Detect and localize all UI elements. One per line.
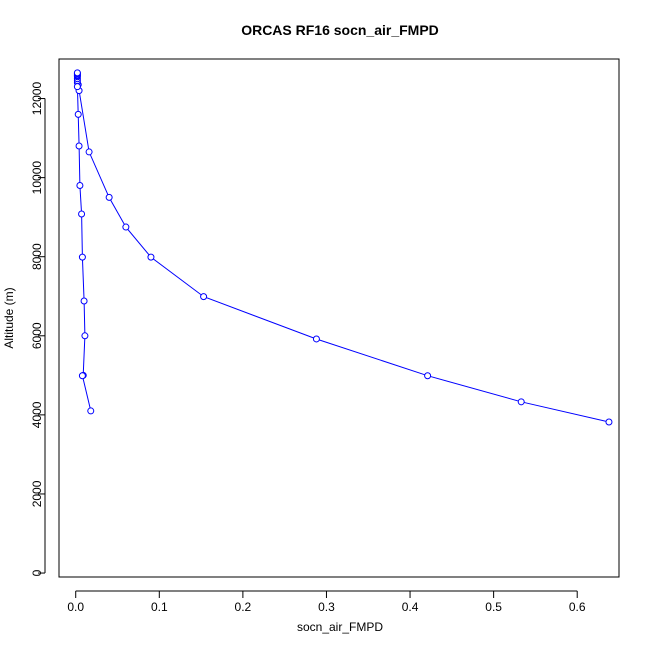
series-points [73,69,613,426]
data-point [87,407,95,415]
data-point [78,253,86,261]
data-point [105,193,113,201]
x-axis: 0.0 0.1 0.2 0.3 0.4 0.5 0.6 [67,590,586,614]
data-point [78,210,86,218]
y-tick-label: 2000 [30,480,44,507]
data-point [605,418,613,426]
x-tick-label: 0.0 [67,600,84,614]
x-tick-label: 0.3 [318,600,335,614]
y-tick-label: 10000 [30,161,44,195]
x-tick-label: 0.2 [235,600,252,614]
y-axis: 0 2000 4000 6000 8000 10000 12000 [30,82,46,576]
y-tick-label: 6000 [30,322,44,349]
x-axis-label: socn_air_FMPD [297,620,383,634]
data-point [424,372,432,380]
data-point [85,148,93,156]
data-point [312,335,320,343]
data-point [78,372,86,380]
plot-frame [58,58,620,578]
data-point [517,398,525,406]
data-point [75,142,83,150]
data-point [76,182,84,190]
data-point [81,332,89,340]
data-point [74,110,82,118]
y-tick-label: 4000 [30,401,44,428]
data-point [73,83,81,91]
x-tick-label: 0.1 [151,600,168,614]
data-point [200,293,208,301]
x-tick-label: 0.6 [569,600,586,614]
y-axis-label: Altitude (m) [2,287,16,348]
x-tick-label: 0.5 [485,600,502,614]
y-tick-label: 8000 [30,243,44,270]
y-tick-label: 0 [30,569,44,576]
chart-title: ORCAS RF16 socn_air_FMPD [241,22,439,38]
data-point [122,223,130,231]
data-point [147,253,155,261]
data-point [80,297,88,305]
x-tick-label: 0.4 [402,600,419,614]
y-tick-label: 12000 [30,82,44,116]
data-point [73,69,81,77]
